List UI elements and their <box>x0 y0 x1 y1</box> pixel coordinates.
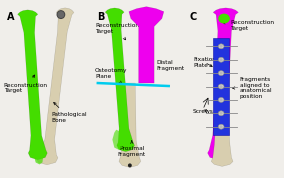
Ellipse shape <box>218 57 224 62</box>
Text: Screws: Screws <box>193 109 214 114</box>
Polygon shape <box>18 10 47 160</box>
Text: Fragments
aligned to
anatomical
position: Fragments aligned to anatomical position <box>233 77 272 99</box>
Ellipse shape <box>218 71 224 76</box>
Bar <box>213 38 229 135</box>
Text: Osteotomy
Plane: Osteotomy Plane <box>95 68 128 83</box>
Text: Reconstruction
Target: Reconstruction Target <box>223 20 274 31</box>
Polygon shape <box>105 8 135 152</box>
Text: Distal
Fragment: Distal Fragment <box>149 56 184 71</box>
Ellipse shape <box>218 124 224 129</box>
Polygon shape <box>119 83 141 167</box>
Polygon shape <box>208 8 238 160</box>
Polygon shape <box>129 7 164 83</box>
Text: A: A <box>7 12 14 22</box>
Text: Reconstruction
Target: Reconstruction Target <box>95 23 139 40</box>
Text: Proximal
Fragment: Proximal Fragment <box>118 141 146 157</box>
Text: Pathological
Bone: Pathological Bone <box>51 102 87 123</box>
Polygon shape <box>211 130 233 166</box>
Text: Reconstruction
Target: Reconstruction Target <box>4 75 48 93</box>
Ellipse shape <box>218 97 224 102</box>
Text: B: B <box>97 12 104 22</box>
Ellipse shape <box>218 44 224 49</box>
Ellipse shape <box>57 10 65 19</box>
Text: C: C <box>189 12 196 22</box>
Polygon shape <box>36 8 74 165</box>
Ellipse shape <box>218 111 224 116</box>
Polygon shape <box>112 130 124 150</box>
Ellipse shape <box>57 11 64 18</box>
Ellipse shape <box>218 14 230 23</box>
Ellipse shape <box>218 84 224 89</box>
Ellipse shape <box>128 163 132 167</box>
Polygon shape <box>34 145 43 164</box>
Text: Fixation
Plate: Fixation Plate <box>193 57 216 68</box>
